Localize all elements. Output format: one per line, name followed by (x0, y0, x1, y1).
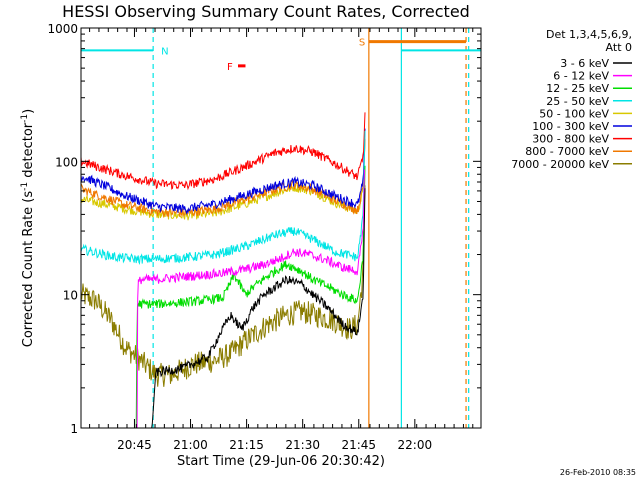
x-axis-label: Start Time (29-Jun-06 20:30:42) (177, 454, 385, 469)
flag-label-n: N (161, 46, 168, 57)
legend-title-line-2: Att 0 (606, 41, 632, 54)
y-axis-label-mid: detector (21, 122, 36, 182)
series-line-6 (80, 112, 366, 191)
legend-label-3: 25 - 50 keV (546, 95, 609, 108)
y-axis-label-sup2: -1 (20, 114, 30, 123)
y-tick-label: 1 (70, 422, 78, 436)
series-line-4 (80, 138, 366, 221)
series-line-1 (136, 169, 365, 429)
x-tick-label: 22:00 (398, 438, 433, 452)
series-line-8 (80, 185, 366, 387)
legend-label-6: 300 - 800 keV (532, 133, 609, 146)
x-tick-label: 21:45 (341, 438, 376, 452)
legend-label-1: 6 - 12 keV (553, 70, 609, 83)
y-axis-label-sup1: -1 (20, 182, 30, 191)
legend-label-5: 100 - 300 keV (532, 120, 609, 133)
flag-label-s: S (359, 38, 365, 49)
x-tick-label: 20:45 (117, 438, 152, 452)
y-tick-label: 1000 (47, 22, 78, 36)
legend-label-0: 3 - 6 keV (560, 57, 609, 70)
series-line-3 (80, 130, 366, 266)
plot-frame (80, 27, 482, 429)
y-axis-label-end: ) (21, 109, 36, 114)
x-tick-label: 21:15 (229, 438, 264, 452)
footer-date: 26-Feb-2010 08:35 (560, 468, 636, 477)
legend-label-2: 12 - 25 keV (546, 82, 609, 95)
x-tick-label: 21:00 (173, 438, 208, 452)
y-tick-label: 10 (63, 289, 78, 303)
x-axis: 20:45 21:00 21:15 21:30 21:45 22:00 (89, 28, 474, 452)
y-axis: 1 10 100 1000 (47, 22, 481, 436)
legend-label-4: 50 - 100 keV (539, 107, 609, 120)
legend-label-7: 800 - 7000 keV (525, 145, 609, 158)
x-tick-label: 21:30 (285, 438, 320, 452)
y-tick-label: 100 (55, 155, 78, 169)
legend-title-line-1: Det 1,3,4,5,6,9, (546, 28, 632, 41)
series-line-5 (80, 128, 366, 216)
y-axis-label-main: Corrected Count Rate (s (21, 191, 36, 348)
flag-label-f: F (227, 62, 233, 73)
y-axis-label: Corrected Count Rate (s-1 detector-1) (20, 109, 36, 347)
legend-label-8: 7000 - 20000 keV (511, 158, 609, 171)
chart-title: HESSI Observing Summary Count Rates, Cor… (62, 2, 470, 21)
